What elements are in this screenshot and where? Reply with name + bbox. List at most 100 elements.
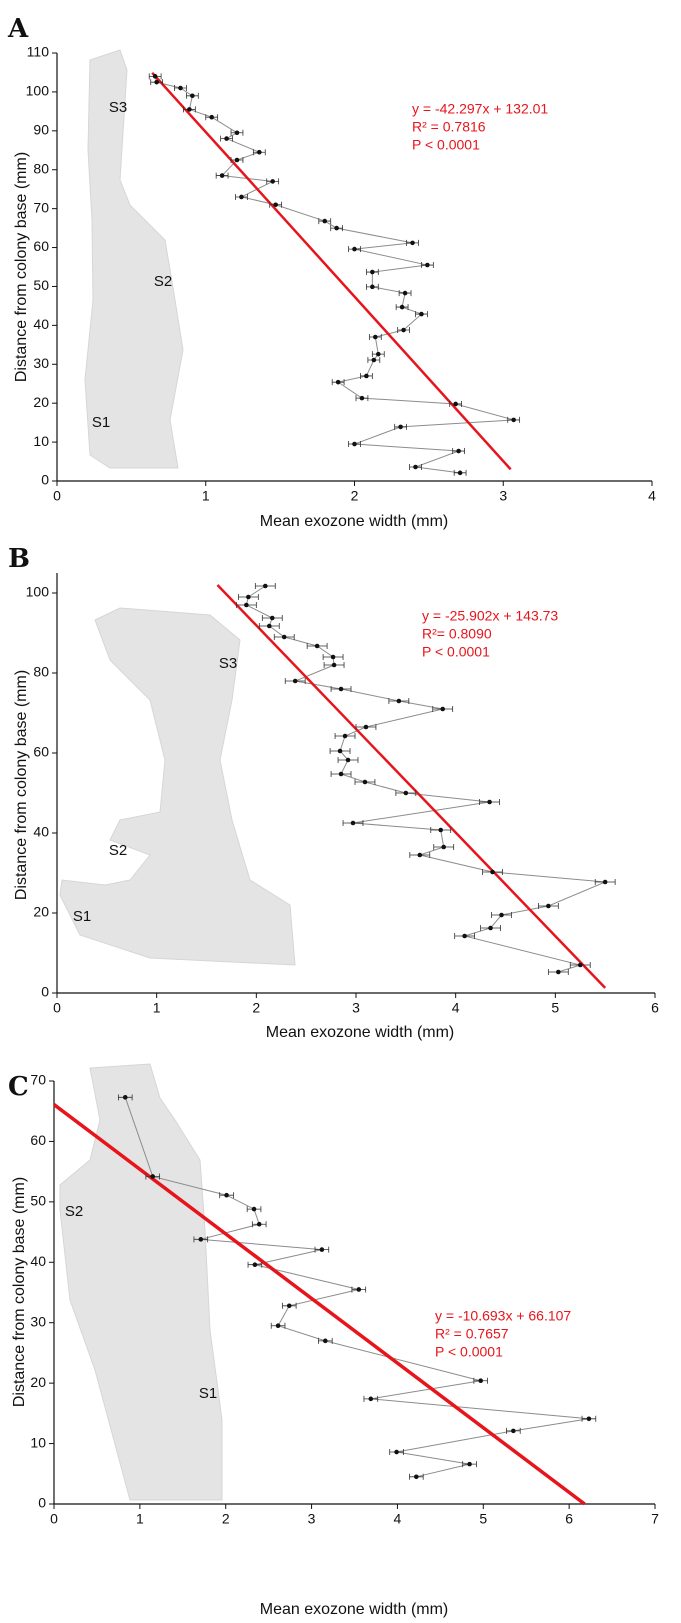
- y-tick-label: 20: [33, 904, 49, 920]
- data-point: [511, 1428, 516, 1434]
- y-tick-label: 0: [38, 1495, 46, 1511]
- data-point: [337, 748, 343, 754]
- fossil-image: [59, 607, 296, 966]
- data-point: [371, 357, 377, 363]
- y-tick-label: 100: [26, 83, 50, 99]
- x-tick-label: 2: [351, 488, 359, 504]
- y-tick-label: 10: [30, 1434, 46, 1450]
- y-tick-label: 20: [33, 394, 49, 410]
- data-point: [234, 157, 240, 163]
- data-point: [178, 85, 183, 91]
- data-point: [370, 269, 375, 275]
- data-point: [413, 464, 418, 470]
- data-point: [425, 262, 430, 268]
- data-point: [457, 470, 463, 476]
- data-point: [414, 1474, 419, 1480]
- segment-label: S2: [154, 273, 172, 290]
- data-point: [150, 1174, 156, 1179]
- data-point: [441, 844, 447, 850]
- data-point: [322, 218, 328, 224]
- data-point: [546, 903, 551, 909]
- y-tick-label: 60: [33, 744, 49, 760]
- segment-label: S1: [73, 908, 91, 925]
- segment-label: S3: [109, 99, 127, 116]
- y-tick-label: 30: [30, 1313, 46, 1329]
- data-point: [269, 615, 275, 621]
- x-tick-label: 0: [53, 488, 61, 504]
- y-tick-label: 10: [33, 433, 49, 449]
- equation: P < 0.0001: [435, 1344, 503, 1360]
- data-point: [402, 290, 408, 296]
- x-tick-label: 1: [153, 1000, 161, 1016]
- segment-label: S2: [65, 1203, 83, 1220]
- data-point: [370, 284, 375, 290]
- equation: y = -25.902x + 143.73: [422, 608, 558, 624]
- y-axis-label: Distance from colony base (mm): [13, 670, 30, 900]
- data-point: [401, 327, 406, 333]
- data-point: [350, 820, 356, 826]
- equation: R²= 0.8090: [422, 626, 492, 642]
- data-point: [292, 678, 298, 684]
- y-tick-label: 60: [30, 1132, 46, 1148]
- x-tick-label: 4: [648, 488, 656, 504]
- data-point: [456, 448, 461, 454]
- y-axis-label: Distance from colony base (mm): [13, 152, 30, 382]
- data-point: [453, 401, 458, 407]
- x-axis-label: Mean exozone width (mm): [260, 513, 449, 530]
- regression-line: [151, 72, 512, 471]
- data-point: [490, 869, 495, 875]
- data-point: [362, 779, 368, 785]
- data-point: [499, 912, 504, 918]
- equation: R² = 0.7816: [412, 119, 486, 135]
- x-tick-label: 2: [252, 1000, 260, 1016]
- y-tick-label: 20: [30, 1374, 46, 1390]
- data-point: [342, 733, 348, 739]
- equation: P < 0.0001: [422, 644, 490, 660]
- data-point: [556, 969, 561, 975]
- equation: y = -42.297x + 132.01: [412, 101, 548, 117]
- data-point: [338, 771, 344, 777]
- data-point: [352, 441, 357, 447]
- data-point: [394, 1449, 399, 1455]
- y-tick-label: 70: [30, 1072, 46, 1088]
- data-point: [281, 634, 287, 640]
- data-point: [359, 395, 365, 401]
- y-tick-label: 80: [33, 160, 49, 176]
- data-point: [257, 149, 262, 155]
- data-point: [345, 757, 351, 763]
- panel-letter: A: [7, 14, 29, 44]
- data-point: [577, 962, 583, 968]
- x-tick-label: 5: [551, 1000, 559, 1016]
- data-point: [487, 799, 492, 805]
- x-tick-label: 3: [499, 488, 507, 504]
- data-point: [246, 594, 251, 600]
- y-tick-label: 50: [33, 277, 49, 293]
- data-point: [403, 790, 409, 796]
- data-point: [352, 246, 357, 252]
- data-point: [511, 417, 516, 423]
- data-point: [417, 852, 423, 858]
- x-tick-label: 0: [50, 1511, 58, 1527]
- y-axis-label: Distance from colony base (mm): [11, 1177, 28, 1407]
- data-point: [398, 424, 403, 430]
- y-tick-label: 0: [41, 472, 49, 488]
- regression-line: [52, 1103, 586, 1506]
- data-point: [154, 79, 159, 85]
- y-tick-label: 80: [33, 664, 49, 680]
- data-point: [319, 1247, 325, 1252]
- x-tick-label: 4: [394, 1511, 402, 1527]
- data-point: [252, 1262, 258, 1268]
- data-point: [266, 623, 272, 629]
- data-point: [239, 194, 244, 200]
- data-point: [275, 1323, 281, 1329]
- data-point: [152, 74, 158, 79]
- data-point: [286, 1303, 292, 1309]
- data-point: [331, 662, 337, 668]
- data-point: [438, 827, 444, 833]
- data-point: [219, 173, 225, 178]
- data-point: [396, 698, 402, 704]
- x-axis-label: Mean exozone width (mm): [266, 1024, 455, 1041]
- data-point: [488, 925, 493, 931]
- segment-label: S3: [219, 655, 237, 672]
- y-tick-label: 40: [33, 316, 49, 332]
